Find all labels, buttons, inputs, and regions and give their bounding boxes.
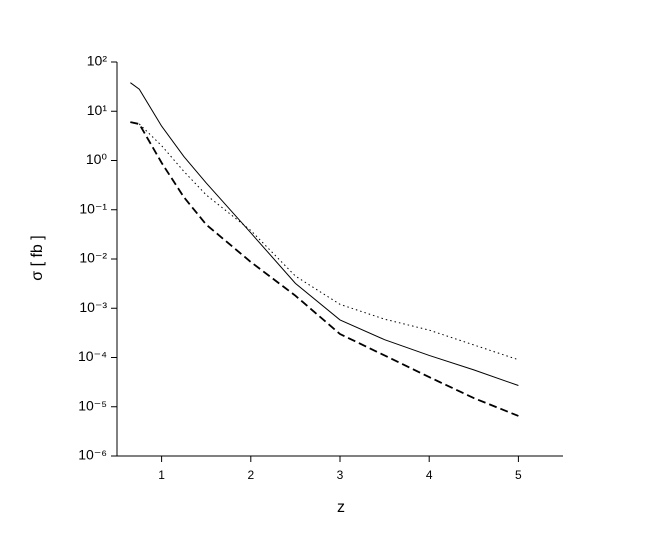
y-tick-label: 10⁻² xyxy=(79,250,107,266)
y-tick-label: 10⁻⁴ xyxy=(78,348,107,364)
y-tick-label: 10¹ xyxy=(87,102,108,118)
x-tick-label: 2 xyxy=(247,468,254,482)
x-tick-label: 1 xyxy=(158,468,165,482)
x-tick-label: 5 xyxy=(515,468,522,482)
y-axis-label: σ [ fb ] xyxy=(29,235,46,280)
y-tick-label: 10⁻⁵ xyxy=(78,397,107,413)
y-tick-label: 10⁰ xyxy=(86,151,108,167)
y-tick-label: 10² xyxy=(87,53,108,69)
y-tick-label: 10⁻³ xyxy=(79,299,107,315)
x-axis-label: z xyxy=(337,499,345,516)
y-tick-label: 10⁻⁶ xyxy=(78,447,107,463)
x-tick-label: 3 xyxy=(337,468,344,482)
line-series xyxy=(130,82,519,386)
x-tick-label: 4 xyxy=(426,468,433,482)
line-series xyxy=(130,121,519,417)
y-tick-label: 10⁻¹ xyxy=(79,200,107,216)
line-series xyxy=(130,121,519,361)
